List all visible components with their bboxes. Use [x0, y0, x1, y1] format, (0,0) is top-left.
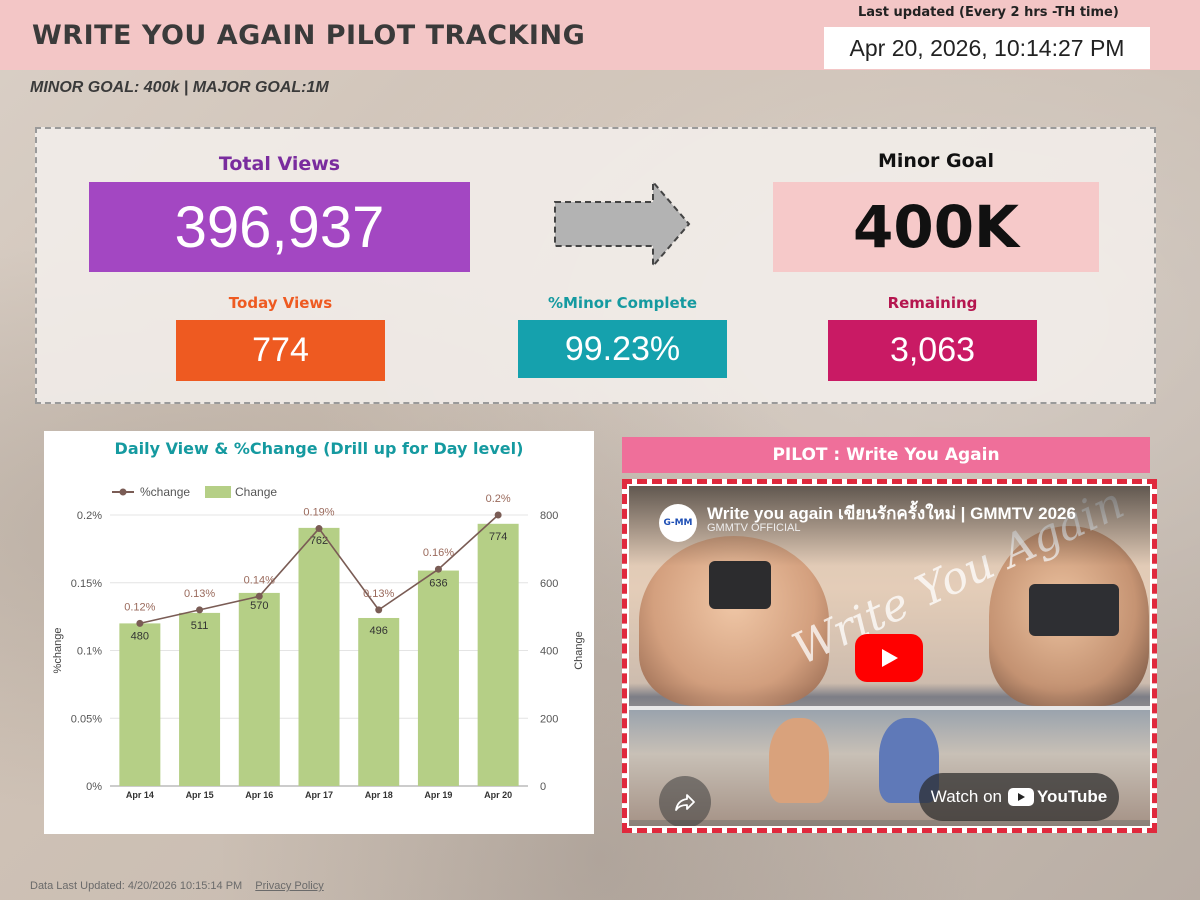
x-tick-label: Apr 16	[245, 790, 273, 800]
bar-data-label: 480	[131, 630, 149, 642]
y-right-tick-label: 800	[540, 510, 558, 522]
line-data-label: 0.2%	[486, 493, 511, 505]
x-tick-label: Apr 19	[424, 790, 452, 800]
x-tick-label: Apr 15	[186, 790, 214, 800]
line-point	[315, 525, 323, 533]
x-tick-label: Apr 17	[305, 790, 333, 800]
bar-data-label: 496	[370, 625, 388, 637]
channel-logo[interactable]: G-MM	[659, 504, 697, 542]
chart-plot[interactable]: 0% 0.05% 0.1% 0.15% 0.2% 0 200 400 600 800 %change…	[44, 431, 594, 834]
line-point	[255, 592, 263, 600]
bar-data-label: 511	[191, 620, 209, 632]
y-left-tick-label: 0.1%	[77, 646, 102, 658]
camera-icon	[709, 561, 771, 609]
x-tick-label: Apr 14	[126, 790, 154, 800]
y-right-tick-label: 0	[540, 781, 546, 793]
footer: Data Last Updated: 4/20/2026 10:15:14 PM…	[30, 880, 324, 892]
y-right-tick-label: 600	[540, 578, 558, 590]
total-views-box: 396,937	[89, 182, 470, 272]
bar-data-label: 774	[489, 531, 507, 543]
video-thumbnail[interactable]: Write You Again G-MM Write you again เขี…	[629, 486, 1150, 826]
bar-data-label: 570	[250, 600, 268, 612]
line-point	[434, 565, 442, 573]
last-updated-value: Apr 20, 2026, 10:14:27 PM	[824, 27, 1150, 69]
line-data-label: 0.12%	[124, 601, 155, 613]
today-views-label: Today Views	[228, 294, 333, 312]
today-views-box: 774	[176, 320, 385, 381]
video-embed[interactable]: Write You Again G-MM Write you again เขี…	[622, 479, 1157, 833]
minor-goal-box: 400K	[773, 182, 1099, 272]
line-data-label: 0.14%	[244, 574, 275, 586]
y-right-axis-title: Change	[573, 631, 585, 670]
bar	[358, 617, 400, 786]
line-data-label: 0.13%	[184, 588, 215, 600]
bar	[298, 527, 340, 786]
y-right-tick-label: 200	[540, 713, 558, 725]
legend-label: Change	[235, 485, 277, 499]
header-bar: WRITE YOU AGAIN PILOT TRACKING Last upda…	[0, 0, 1200, 70]
play-icon	[882, 649, 898, 667]
bar	[477, 523, 519, 786]
line-point	[494, 511, 502, 519]
y-left-axis-title: %change	[52, 628, 64, 674]
last-updated-label: Last updated (Every 2 hrs -TH time)	[858, 5, 1119, 20]
y-right-tick-label: 400	[540, 646, 558, 658]
line-data-label: 0.13%	[363, 588, 394, 600]
watch-on-label: Watch on	[930, 787, 1002, 806]
minor-complete-label: %Minor Complete	[547, 294, 698, 312]
data-last-updated: Data Last Updated: 4/20/2026 10:15:14 PM	[30, 880, 243, 892]
youtube-icon	[1007, 788, 1034, 806]
x-tick-label: Apr 18	[365, 790, 393, 800]
page-title: WRITE YOU AGAIN PILOT TRACKING	[32, 20, 586, 51]
y-left-tick-label: 0.15%	[71, 578, 102, 590]
play-button[interactable]	[855, 634, 923, 682]
legend-line-marker	[119, 488, 127, 496]
y-left-tick-label: 0%	[86, 781, 102, 793]
share-button[interactable]	[659, 776, 711, 826]
total-views-label: Total Views	[218, 153, 341, 175]
video-channel[interactable]: GMMTV OFFICIAL	[707, 522, 801, 534]
youtube-wordmark: YouTube	[1036, 787, 1108, 806]
remaining-box: 3,063	[828, 320, 1037, 381]
line-point	[196, 606, 204, 614]
privacy-policy-link[interactable]: Privacy Policy	[255, 880, 324, 892]
share-icon	[675, 794, 695, 811]
bar	[238, 592, 280, 786]
legend-bar-swatch	[205, 486, 231, 498]
line-data-label: 0.16%	[423, 547, 454, 559]
goals-line: MINOR GOAL: 400k | MAJOR GOAL:1M	[30, 79, 329, 96]
scene-divider	[629, 706, 1150, 710]
camera-icon	[1029, 584, 1119, 636]
bar	[119, 623, 161, 786]
line-point	[136, 619, 144, 627]
line-point	[375, 606, 383, 614]
video-top-gradient	[629, 486, 1150, 566]
arrow-right-icon	[553, 179, 693, 272]
x-tick-label: Apr 20	[484, 790, 512, 800]
bar-data-label: 636	[429, 578, 447, 590]
minor-complete-box: 99.23%	[518, 320, 727, 378]
bar-data-label: 762	[310, 535, 328, 547]
video-header: PILOT : Write You Again	[622, 437, 1150, 473]
watch-on-youtube-button[interactable]: Watch on YouTube	[919, 773, 1119, 821]
video-title[interactable]: Write you again เขียนรักครั้งใหม่ | GMMT…	[707, 504, 1076, 523]
y-left-tick-label: 0.05%	[71, 713, 102, 725]
minor-goal-label: Minor Goal	[878, 150, 994, 172]
y-left-tick-label: 0.2%	[77, 510, 102, 522]
bar	[417, 570, 459, 786]
chart-title: Daily View & %Change (Drill up for Day l…	[114, 439, 524, 458]
youtube-logo: YouTube	[1007, 787, 1108, 807]
bar	[179, 612, 221, 786]
line-data-label: 0.19%	[303, 507, 334, 519]
remaining-label: Remaining	[887, 294, 978, 312]
daily-view-chart[interactable]: Daily View & %Change (Drill up for Day l…	[44, 431, 594, 834]
thumbnail-person-sitting	[769, 718, 829, 803]
legend-label: %change	[140, 485, 190, 499]
